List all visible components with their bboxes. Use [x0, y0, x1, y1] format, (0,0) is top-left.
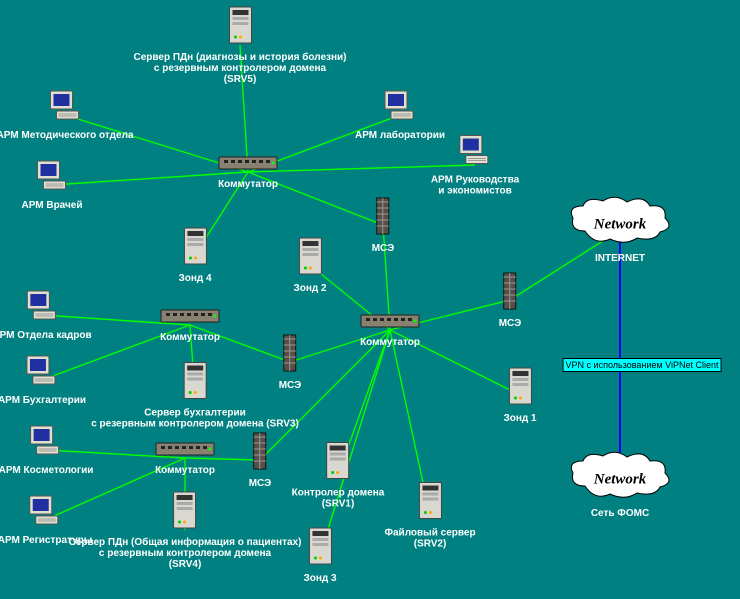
switch-icon [160, 307, 220, 330]
node-srv1: Контролер домена (SRV1) [292, 441, 385, 510]
node-cloud_foms: Network Сеть ФОМС [565, 451, 675, 519]
pc-icon [383, 89, 417, 128]
node-label: Коммутатор [360, 337, 420, 348]
pc-icon [29, 424, 63, 463]
node-mce4: МСЭ [249, 431, 272, 489]
server-icon [182, 226, 208, 271]
node-mce3: МСЭ [499, 271, 522, 329]
fw-icon [375, 196, 391, 241]
node-srv3: Сервер бухгалтерии с резервным контролер… [91, 361, 299, 430]
fw-icon [502, 271, 518, 316]
node-label: МСЭ [372, 243, 395, 254]
node-label: Коммутатор [160, 332, 220, 343]
server-icon [227, 5, 253, 50]
node-label: Зонд 1 [503, 413, 536, 424]
switch-icon [218, 154, 278, 177]
node-label: Зонд 3 [303, 573, 336, 584]
node-label: Сервер ПДн (Общая информация о пациентах… [69, 537, 302, 570]
switch-icon [155, 440, 215, 463]
pc-icon [458, 134, 492, 173]
node-arm_buh: АРМ Бухгалтерии [0, 354, 86, 406]
node-zond2: Зонд 2 [293, 236, 326, 294]
cloud-text: Network [594, 216, 647, 233]
node-arm_ruk: АРМ Руководства и экономистов [431, 134, 519, 197]
pc-icon [25, 289, 59, 328]
node-label: АРМ Руководства и экономистов [431, 175, 519, 197]
pc-icon [35, 159, 69, 198]
node-label: МСЭ [499, 318, 522, 329]
server-icon [182, 361, 208, 406]
node-label: Сервер бухгалтерии с резервным контролер… [91, 408, 299, 430]
node-label: АРМ Косметологии [0, 465, 93, 476]
server-icon [507, 366, 533, 411]
node-label: Контролер домена (SRV1) [292, 488, 385, 510]
node-label: Сеть ФОМС [591, 508, 649, 519]
node-switch4: Коммутатор [155, 440, 215, 476]
node-cloud_inet: Network INTERNET [565, 196, 675, 264]
node-switch1: Коммутатор [218, 154, 278, 190]
node-arm_hr: АРМ Отдела кадров [0, 289, 92, 341]
pc-icon [25, 354, 59, 393]
node-label: Зонд 2 [293, 283, 326, 294]
edge-label: VPN с использованием ViPNet Client [563, 358, 722, 372]
node-zond4: Зонд 4 [178, 226, 211, 284]
fw-icon [252, 431, 268, 476]
node-label: Файловый сервер (SRV2) [384, 528, 475, 550]
node-zond3: Зонд 3 [303, 526, 336, 584]
node-label: Коммутатор [155, 465, 215, 476]
node-srv4: Сервер ПДн (Общая информация о пациентах… [69, 490, 302, 570]
node-label: INTERNET [595, 253, 645, 264]
node-label: АРМ Врачей [21, 200, 82, 211]
switch-icon [360, 312, 420, 335]
node-arm_method: АРМ Методического отдела [0, 89, 134, 141]
pc-icon [48, 89, 82, 128]
node-label: АРМ Методического отдела [0, 130, 134, 141]
node-label: Зонд 4 [178, 273, 211, 284]
node-label: Сервер ПДн (диагнозы и история болезни) … [133, 52, 346, 85]
node-srv2: Файловый сервер (SRV2) [384, 481, 475, 550]
diagram-canvas: Сервер ПДн (диагнозы и история болезни) … [0, 0, 740, 599]
node-label: АРМ Отдела кадров [0, 330, 92, 341]
node-switch2: Коммутатор [160, 307, 220, 343]
node-arm_kosm: АРМ Косметологии [0, 424, 93, 476]
node-label: Коммутатор [218, 179, 278, 190]
node-label: МСЭ [249, 478, 272, 489]
server-icon [417, 481, 443, 526]
node-label: АРМ Бухгалтерии [0, 395, 86, 406]
cloud-text: Network [594, 471, 647, 488]
node-srv5: Сервер ПДн (диагнозы и история болезни) … [133, 5, 346, 85]
server-icon [307, 526, 333, 571]
server-icon [297, 236, 323, 281]
node-arm_doctor: АРМ Врачей [21, 159, 82, 211]
node-switch3: Коммутатор [360, 312, 420, 348]
node-mce1: МСЭ [372, 196, 395, 254]
server-icon [325, 441, 351, 486]
node-zond1: Зонд 1 [503, 366, 536, 424]
pc-icon [28, 494, 62, 533]
server-icon [172, 490, 198, 535]
